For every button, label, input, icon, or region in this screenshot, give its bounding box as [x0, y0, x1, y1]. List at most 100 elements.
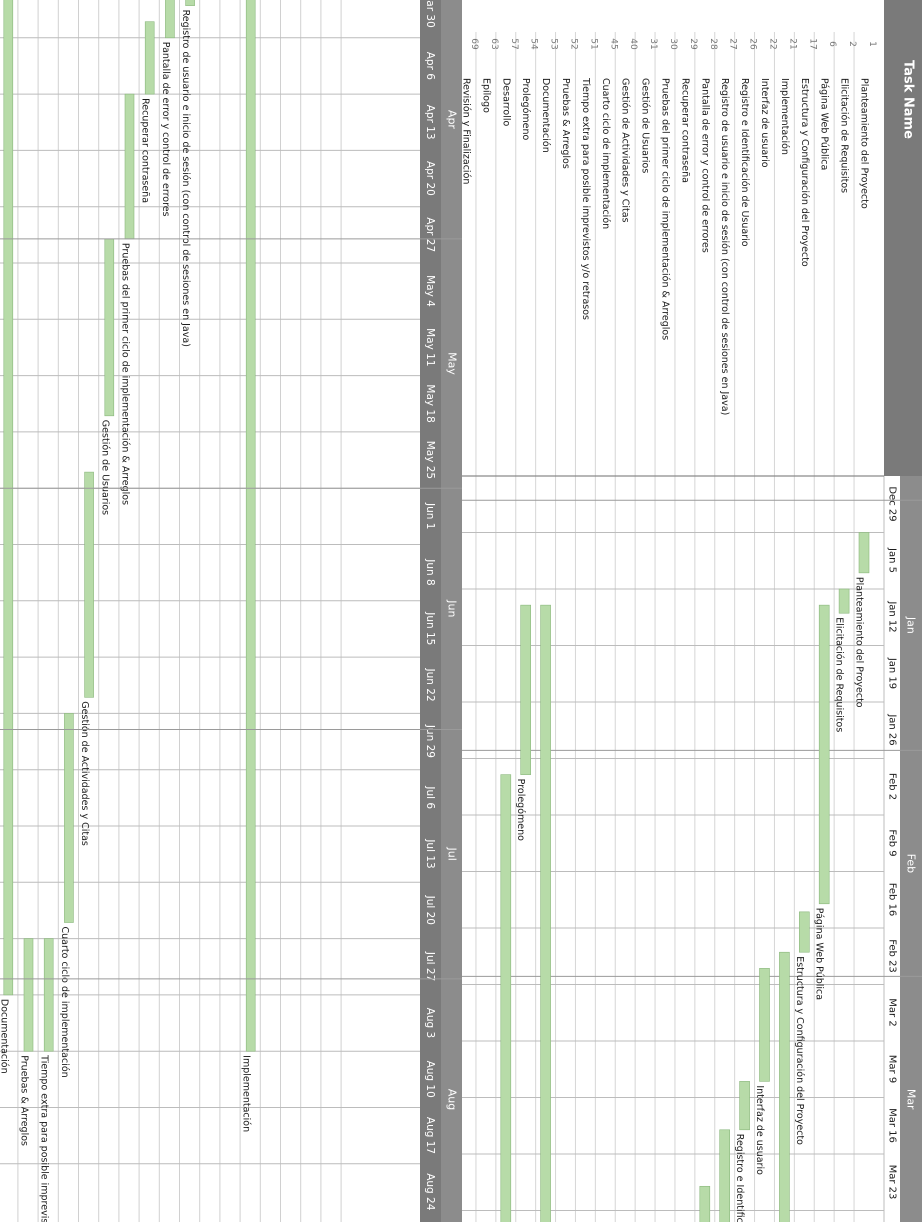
task-bar-2[interactable] [838, 588, 850, 614]
task-name: Pantalla de error y control de errores [699, 78, 710, 253]
task-name: Cuarto ciclo de implementación [600, 78, 611, 229]
left-month-label: Jun [446, 599, 459, 617]
task-name: Registro e Identificación de Usuario [739, 78, 750, 247]
right-week-band [884, 476, 900, 1222]
left-task-bar-40[interactable] [84, 471, 94, 698]
task-id: 30 [668, 38, 678, 50]
left-week-label: Jun 1 [424, 502, 436, 529]
task-bar-57[interactable] [500, 774, 512, 1222]
task-bar-54[interactable] [520, 604, 532, 775]
task-bar-26[interactable] [739, 1081, 750, 1131]
task-name: Revisión y Finalización [461, 78, 472, 184]
left-month-label: Jul [446, 847, 459, 861]
task-name: Tiempo extra para posible imprevistos y/… [580, 77, 591, 320]
bar-label-26: Registro e Identificación de Usuario [734, 1134, 745, 1222]
left-task-bar-27[interactable] [185, 0, 195, 6]
left-task-bar-52[interactable] [23, 938, 34, 1052]
left-bar-label-40: Gestión de Actividades y Citas [79, 701, 90, 846]
left-week-label: Apr 20 [424, 161, 436, 196]
left-bar-label-51: Tiempo extra para posible imprevistos y/… [39, 1054, 50, 1222]
left-week-label: Jun 8 [424, 558, 436, 585]
left-task-bar-31[interactable] [104, 238, 115, 417]
left-panel: Implementación Registro de usuario e inic… [0, 0, 462, 1222]
task-id: 54 [529, 38, 539, 50]
left-month-label: May [446, 352, 459, 375]
left-bar-label-30: Pruebas del primer ciclo de implementaci… [120, 243, 131, 505]
task-name: Página Web Pública [819, 78, 830, 170]
right-week-label: Feb 16 [887, 883, 898, 917]
left-task-bar-45[interactable] [64, 713, 74, 923]
left-bar-label-31: Gestión de Usuarios [99, 420, 110, 515]
left-week-label: Apr 27 [424, 217, 436, 252]
task-name: Pruebas & Arreglos [560, 78, 571, 169]
left-task-bar-30[interactable] [124, 93, 135, 240]
task-name: Estructura y Configuración del Proyecto [799, 78, 810, 267]
left-week-label: Aug 10 [424, 1061, 436, 1098]
left-task-bar-29[interactable] [144, 21, 155, 95]
task-name: Prolegómeno [520, 78, 531, 141]
left-week-label: Aug 24 [424, 1173, 436, 1211]
left-task-bar-28[interactable] [165, 0, 175, 39]
left-task-bar-53[interactable] [3, 0, 14, 996]
task-bar-1[interactable] [858, 532, 870, 574]
right-week-label: Feb 2 [887, 773, 898, 800]
task-id: 21 [787, 38, 797, 49]
task-name: Gestión de Actividades y Citas [620, 78, 631, 223]
left-week-band [420, 0, 441, 1222]
bar-label-6: Página Web Pública [814, 908, 825, 1000]
bar-label-22: Interfaz de usuario [754, 1085, 765, 1175]
task-name: Implementación [779, 78, 790, 155]
left-week-label: Apr 6 [424, 52, 436, 81]
task-name: Elicitación de Requisitos [839, 78, 850, 193]
left-week-label: May 4 [424, 275, 436, 307]
task-bar-21[interactable] [779, 951, 790, 1222]
task-id: 17 [807, 38, 817, 49]
left-week-label: Jun 15 [424, 611, 436, 645]
task-id: 63 [489, 38, 499, 49]
left-week-label: Jun 29 [424, 724, 436, 758]
bar-label-1: Planteamiento del Proyecto [854, 577, 865, 708]
task-id: 26 [748, 38, 758, 50]
bar-label-2: Elicitación de Requisitos [834, 617, 845, 732]
task-name-header-band [884, 0, 922, 476]
task-bar-17[interactable] [798, 911, 810, 953]
task-id: 69 [469, 38, 479, 50]
left-task-bar-51[interactable] [43, 938, 54, 1052]
left-month-band [441, 0, 462, 1222]
right-week-label: Mar 2 [887, 998, 898, 1026]
task-bar-27[interactable] [719, 1129, 731, 1222]
left-task-bar-21[interactable] [245, 0, 256, 1052]
task-id: 31 [648, 38, 658, 49]
task-id: 2 [847, 41, 857, 47]
task-id: 28 [708, 38, 718, 50]
left-week-label: Apr 13 [424, 105, 436, 140]
task-id: 27 [728, 38, 738, 49]
left-week-label: Jul 20 [424, 895, 436, 925]
task-name: Registro de usuario e inicio de sesión (… [719, 78, 730, 415]
left-week-label: May 18 [424, 384, 436, 422]
task-id: 53 [549, 38, 559, 49]
right-week-label: Jan 12 [887, 600, 898, 632]
left-week-label: Jul 13 [424, 838, 436, 868]
task-id: 6 [827, 41, 837, 47]
task-bar-22[interactable] [759, 968, 770, 1082]
right-week-label: Mar 23 [887, 1165, 898, 1200]
bar-label-17: Estructura y Configuración del Proyecto [794, 956, 805, 1145]
task-id: 52 [569, 38, 579, 49]
left-bar-label-52: Pruebas & Arreglos [19, 1055, 30, 1146]
left-week-label: May 25 [424, 441, 436, 479]
left-week-label: Aug 3 [424, 1008, 436, 1039]
task-bar-53[interactable] [540, 604, 551, 1222]
task-id: 29 [688, 38, 698, 50]
task-bar-28[interactable] [699, 1185, 711, 1222]
bar-label-54: Prolegómeno [515, 779, 526, 842]
task-id: 51 [588, 38, 598, 49]
task-id: 45 [608, 38, 618, 49]
left-week-label: Aug 17 [424, 1117, 436, 1154]
task-name-header: Task Name [901, 60, 916, 139]
task-name: Interfaz de usuario [759, 78, 770, 168]
task-bar-6[interactable] [818, 604, 830, 905]
right-bars: Planteamiento del Proyecto Elicitación de… [500, 532, 870, 1222]
